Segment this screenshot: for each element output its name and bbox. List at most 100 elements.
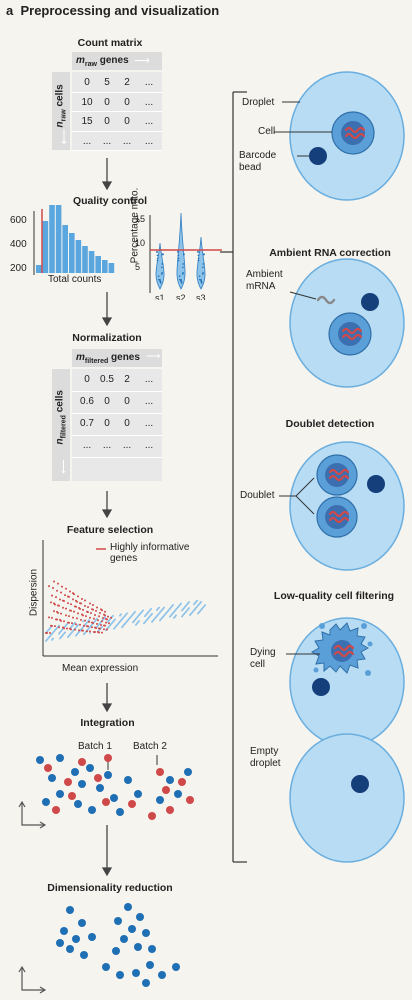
gene-point xyxy=(112,615,114,617)
violin-group-label: s2 xyxy=(176,293,186,300)
informative-gene-point xyxy=(56,618,58,620)
informative-gene-point xyxy=(101,620,103,622)
informative-gene-point xyxy=(98,632,100,634)
violin-point xyxy=(197,251,199,253)
batch2-point xyxy=(102,798,110,806)
informative-gene-point xyxy=(83,625,85,627)
batch1-point xyxy=(174,790,182,798)
batch2-point xyxy=(186,796,194,804)
informative-gene-point xyxy=(55,596,57,598)
gene-point xyxy=(88,619,90,621)
informative-gene-point xyxy=(87,625,89,627)
qc-plots: 600400200 15105s1 s2 s3 xyxy=(0,205,230,300)
violin-point xyxy=(203,253,205,255)
embedding-point xyxy=(142,979,150,987)
histogram-bar xyxy=(36,265,42,273)
barcode-bead-5 xyxy=(351,775,369,793)
barcode-bead-4 xyxy=(312,678,330,696)
matrix-cell: 0 xyxy=(98,418,116,429)
batch1-point xyxy=(86,764,94,772)
dimred-points xyxy=(56,903,180,987)
informative-gene-point xyxy=(84,605,86,607)
batch1-point xyxy=(124,776,132,784)
norm-col-header: mfiltered genes ⟶ xyxy=(72,349,162,367)
violin-point xyxy=(198,260,200,262)
batch2-point xyxy=(178,778,186,786)
feature-selection-heading: Feature selection xyxy=(50,524,170,536)
matrix-cell: ... xyxy=(78,440,96,451)
batch2-point xyxy=(68,792,76,800)
batch1-point xyxy=(71,768,79,776)
informative-gene-point xyxy=(87,606,89,608)
gene-point xyxy=(126,612,128,614)
violin-point xyxy=(162,253,164,255)
batch2-point xyxy=(166,806,174,814)
informative-gene-point xyxy=(59,598,61,600)
barcode-bead-1 xyxy=(309,147,327,165)
dr-axes-icon xyxy=(19,967,45,993)
histogram-bar xyxy=(82,246,88,273)
gene-point xyxy=(120,613,122,615)
violin-ylabel: Percentage mito. xyxy=(130,181,141,271)
embedding-point xyxy=(158,971,166,979)
violin-point xyxy=(182,272,184,274)
informative-gene-point xyxy=(68,615,70,617)
matrix-cell: 2 xyxy=(118,374,136,385)
embedding-point xyxy=(134,943,142,951)
gene-point xyxy=(52,638,54,640)
informative-gene-point xyxy=(88,621,90,623)
violin-point xyxy=(180,279,182,281)
barcode-label: Barcode bead xyxy=(239,150,287,174)
informative-gene-point xyxy=(105,622,107,624)
int-axes-icon xyxy=(19,802,45,828)
fs-ylabel: Dispersion xyxy=(29,563,40,623)
informative-gene-point xyxy=(68,596,70,598)
batch1-point xyxy=(78,780,86,788)
embedding-point xyxy=(78,919,86,927)
batch2-point xyxy=(44,764,52,772)
ambient-label: Ambient mRNA xyxy=(246,269,290,293)
informative-gene-point xyxy=(60,613,62,615)
informative-gene-point xyxy=(104,625,106,627)
violin-point xyxy=(178,255,180,257)
informative-gene-point xyxy=(72,598,74,600)
embedding-point xyxy=(124,903,132,911)
matrix-cell: 0.5 xyxy=(98,374,116,385)
informative-gene-point xyxy=(73,593,75,595)
dimred-heading: Dimensionality reduction xyxy=(40,882,180,894)
informative-gene-point xyxy=(82,609,84,611)
informative-gene-point xyxy=(85,615,87,617)
violin-point xyxy=(160,281,162,283)
informative-gene-point xyxy=(95,610,97,612)
informative-gene-point xyxy=(70,610,72,612)
informative-gene-point xyxy=(68,622,70,624)
matrix-cell: 0 xyxy=(98,396,116,407)
embedding-point xyxy=(116,971,124,979)
violin-point xyxy=(182,267,184,269)
violin-point xyxy=(158,275,160,277)
batch1-point xyxy=(134,790,142,798)
informative-gene-point xyxy=(94,631,96,633)
informative-gene-point xyxy=(99,612,101,614)
informative-gene-point xyxy=(96,623,98,625)
informative-gene-point xyxy=(87,611,89,613)
informative-gene-point xyxy=(104,611,106,613)
gene-point xyxy=(151,613,153,615)
violin-point xyxy=(183,253,185,255)
informative-gene-point xyxy=(53,581,55,583)
gene-point xyxy=(77,624,79,626)
batch1-point xyxy=(56,754,64,762)
norm-m-sub: filtered xyxy=(85,358,108,365)
embedding-point xyxy=(102,963,110,971)
informative-gene-point xyxy=(79,608,81,610)
informative-gene-point xyxy=(93,618,95,620)
informative-gene-point xyxy=(54,604,56,606)
violin-group-label: s1 xyxy=(155,293,165,300)
violin-point xyxy=(161,267,163,269)
violin-point xyxy=(178,260,180,262)
violin-point xyxy=(178,258,180,260)
informative-gene-point xyxy=(92,622,94,624)
gene-point xyxy=(134,611,136,613)
gene-point xyxy=(196,600,198,602)
informative-gene-point xyxy=(107,616,109,618)
